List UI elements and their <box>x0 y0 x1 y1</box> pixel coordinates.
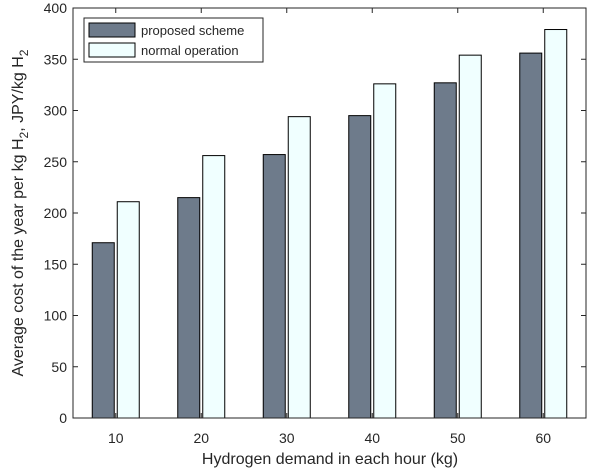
legend-swatch-proposed-scheme <box>88 22 136 38</box>
y-tick-label: 150 <box>44 256 68 272</box>
bar-proposed-scheme-10 <box>91 242 115 419</box>
x-tick-label: 40 <box>364 430 380 446</box>
bar-proposed-scheme-40 <box>348 115 372 419</box>
y-tick-label: 200 <box>44 205 68 221</box>
legend: proposed scheme normal operation <box>83 17 264 63</box>
y-tick-label: 0 <box>59 410 67 426</box>
plot-area <box>73 8 586 418</box>
x-tick-label: 20 <box>193 430 209 446</box>
legend-label-proposed-scheme: proposed scheme <box>141 23 244 38</box>
x-axis-label: Hydrogen demand in each hour (kg) <box>202 451 458 468</box>
bars-group <box>91 29 568 419</box>
bar-normal-operation-50 <box>458 54 482 419</box>
y-tick-label: 300 <box>44 103 68 119</box>
bar-proposed-scheme-60 <box>519 52 543 419</box>
x-tick-label: 10 <box>108 430 124 446</box>
y-tick-label: 100 <box>44 308 68 324</box>
y-axis-ticks: 0 50 100 150 200 250 300 350 400 <box>44 0 586 426</box>
y-tick-label: 50 <box>51 359 67 375</box>
x-tick-label: 30 <box>279 430 295 446</box>
y-axis-label-part-1: Average cost of the year per kg H <box>10 138 27 376</box>
bar-normal-operation-40 <box>373 83 397 419</box>
y-tick-label: 250 <box>44 154 68 170</box>
legend-label-normal-operation: normal operation <box>141 43 239 58</box>
y-tick-label: 400 <box>44 0 68 16</box>
y-tick-label: 350 <box>44 51 68 67</box>
bar-proposed-scheme-20 <box>177 197 201 419</box>
bar-normal-operation-20 <box>202 155 226 419</box>
bar-proposed-scheme-30 <box>262 154 286 419</box>
bar-proposed-scheme-50 <box>433 82 457 419</box>
x-tick-label: 60 <box>535 430 551 446</box>
y-axis-label-part-2: , JPY/kg H <box>10 56 27 132</box>
bar-normal-operation-30 <box>287 116 311 419</box>
x-tick-label: 50 <box>450 430 466 446</box>
plot-frame <box>72 7 587 419</box>
y-axis-label: Average cost of the year per kg H2, JPY/… <box>10 49 31 376</box>
y-axis-label-subscript-2: 2 <box>17 49 31 56</box>
y-axis-label-subscript-1: 2 <box>17 131 31 138</box>
legend-swatch-normal-operation <box>88 42 136 58</box>
bar-normal-operation-60 <box>544 29 568 419</box>
x-axis-ticks: 10 20 30 40 50 60 <box>108 8 551 446</box>
bar-normal-operation-10 <box>116 201 140 419</box>
